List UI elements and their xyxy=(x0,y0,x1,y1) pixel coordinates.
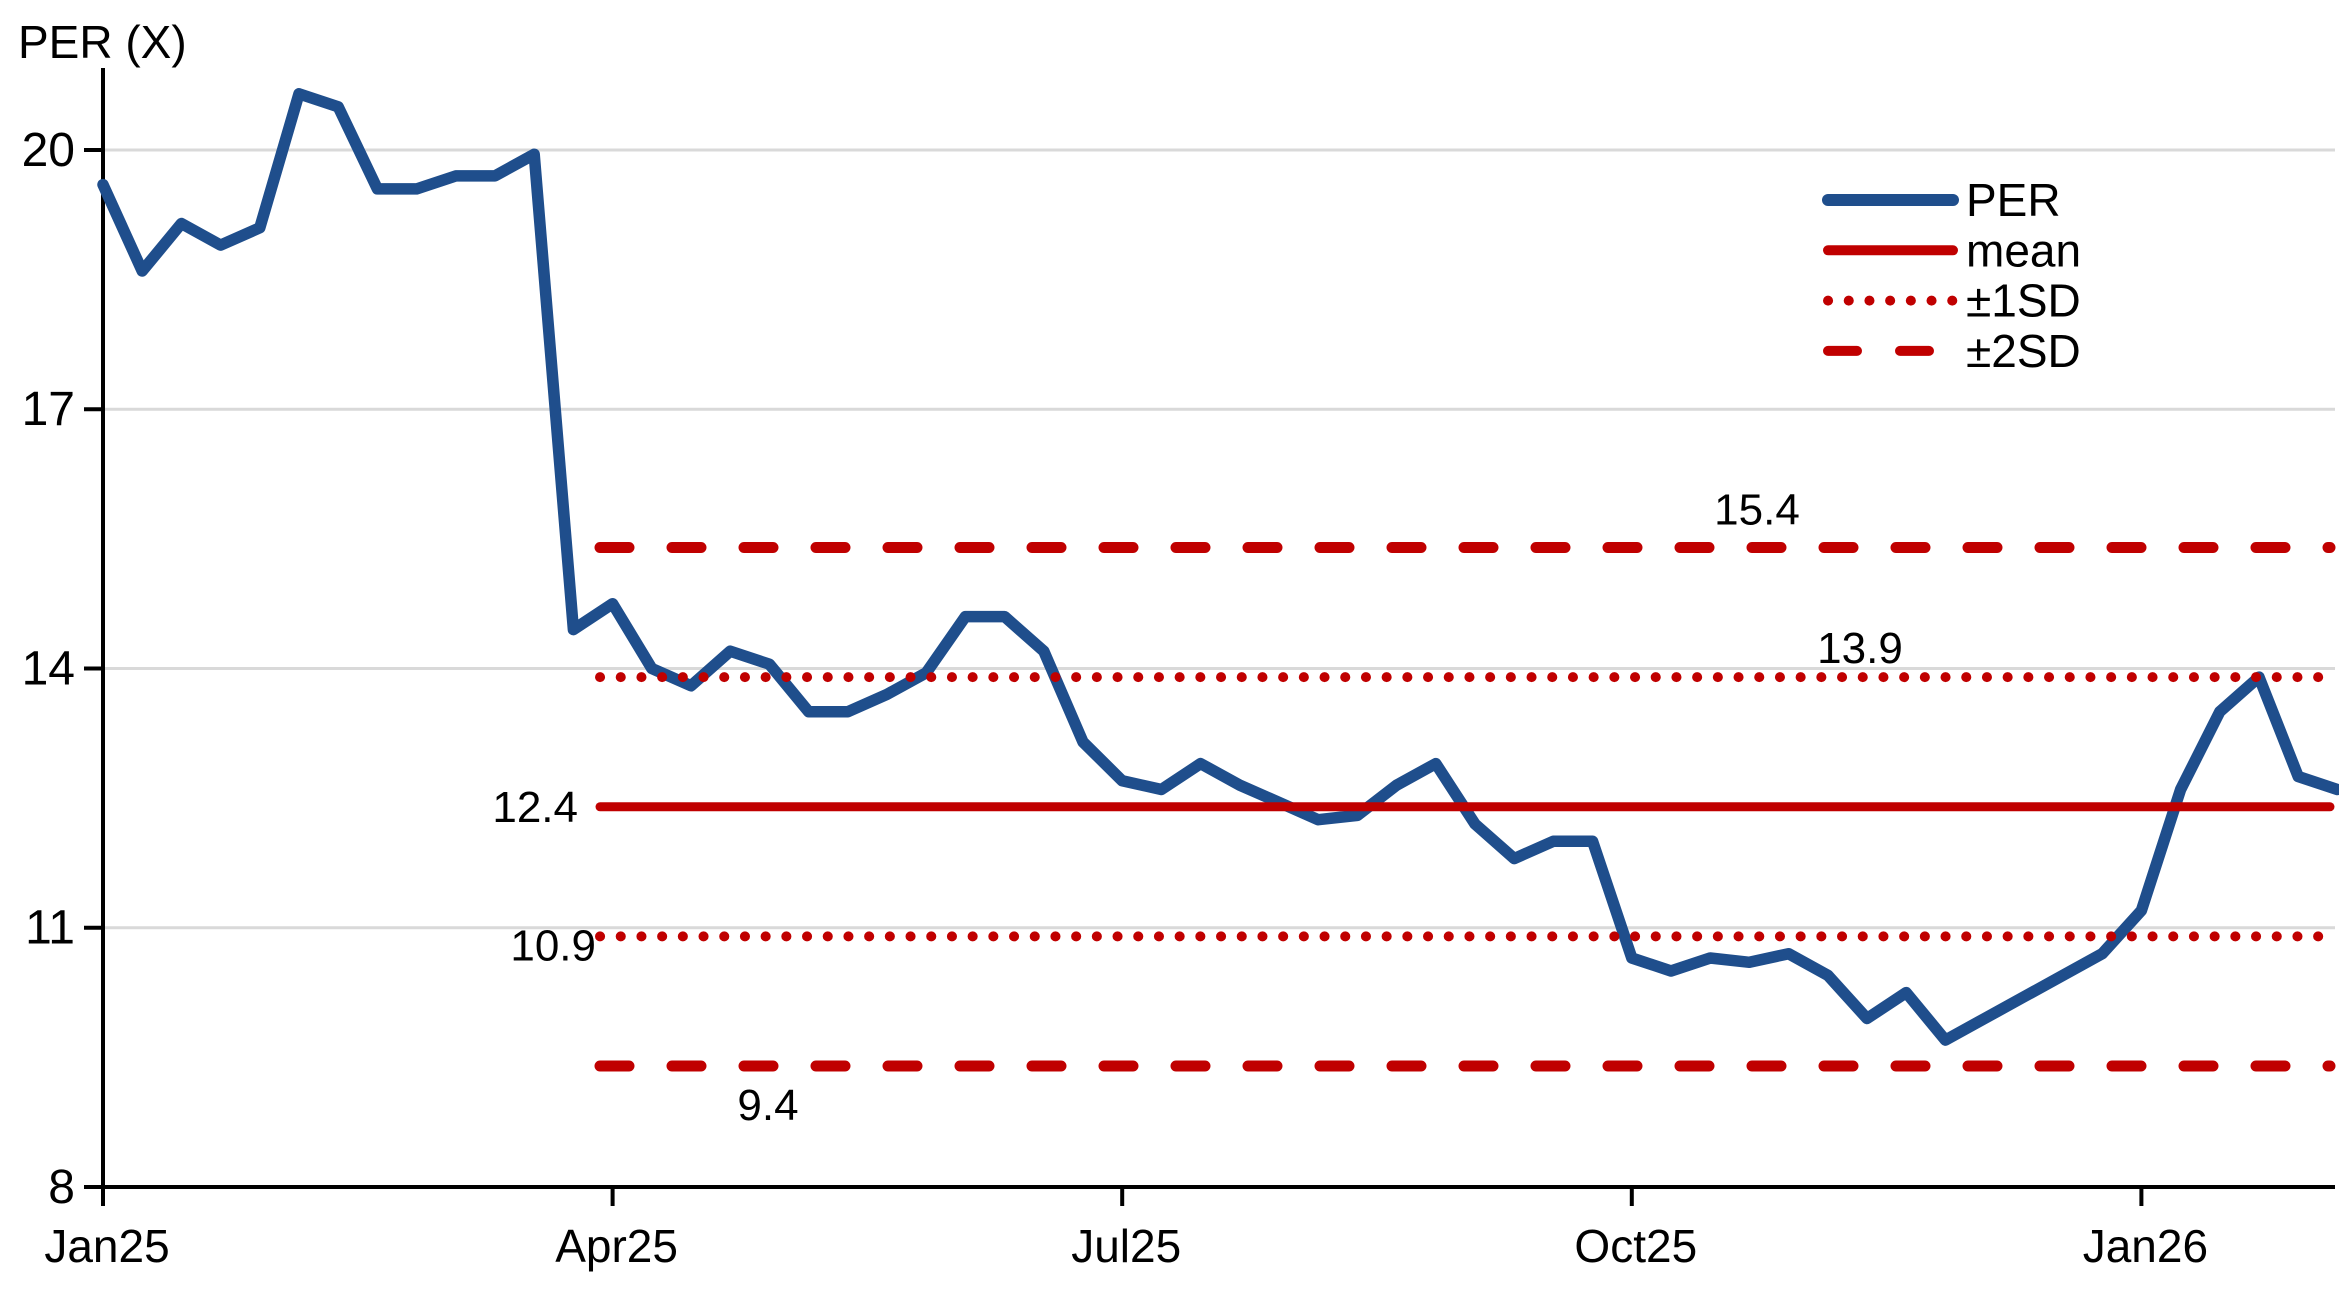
y-tick-label: 20 xyxy=(22,124,75,177)
plus1sd-label: 13.9 xyxy=(1817,624,1903,673)
legend-label-sd2: ±2SD xyxy=(1966,325,2081,377)
legend-label-mean: mean xyxy=(1966,224,2081,276)
y-tick-label: 8 xyxy=(48,1161,75,1214)
y-tick-label: 14 xyxy=(22,642,75,695)
minus1sd-label: 10.9 xyxy=(510,921,596,970)
y-tick-label: 17 xyxy=(22,383,75,436)
minus2sd-label: 9.4 xyxy=(737,1081,798,1130)
y-tick-label: 11 xyxy=(25,902,75,955)
x-tick-label: Jan26 xyxy=(2083,1220,2208,1272)
mean-label: 12.4 xyxy=(492,783,578,832)
x-tick-label: Apr25 xyxy=(555,1220,678,1272)
legend-label-sd1: ±1SD xyxy=(1966,275,2081,327)
x-tick-label: Oct25 xyxy=(1574,1220,1697,1272)
per-series-line xyxy=(97,88,2339,1046)
x-tick-label: Jan25 xyxy=(44,1220,169,1272)
plus2sd-label: 15.4 xyxy=(1714,486,1800,535)
legend-label-per: PER xyxy=(1966,174,2061,226)
y-axis-title: PER (X) xyxy=(18,16,187,68)
x-tick-label: Jul25 xyxy=(1071,1220,1181,1272)
